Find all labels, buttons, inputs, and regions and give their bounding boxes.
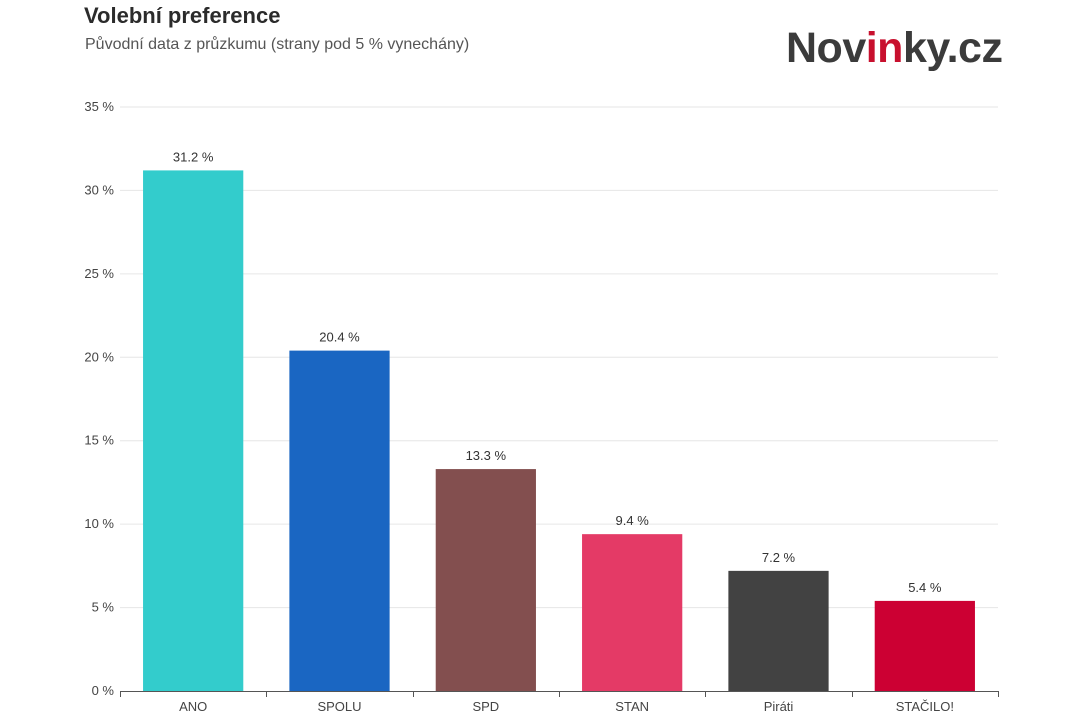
bar-data-label: 7.2 % bbox=[762, 550, 796, 565]
chart-title: Volební preference bbox=[84, 3, 281, 28]
y-tick-label: 30 % bbox=[84, 182, 114, 197]
bar-data-label: 9.4 % bbox=[616, 513, 650, 528]
brand-logo-text-accent: in bbox=[865, 24, 904, 72]
x-tick-label: STAČILO! bbox=[896, 699, 954, 714]
bar-stailo[interactable] bbox=[874, 600, 975, 691]
brand-logo-text-end: ky.cz bbox=[902, 24, 1003, 72]
bar-stan[interactable] bbox=[582, 534, 683, 691]
y-tick-label: 5 % bbox=[92, 600, 115, 615]
y-tick-label: 35 % bbox=[84, 99, 114, 114]
x-tick-label: ANO bbox=[179, 699, 207, 714]
y-tick-label: 25 % bbox=[84, 266, 114, 281]
bar-ano[interactable] bbox=[143, 170, 244, 692]
bar-data-label: 13.3 % bbox=[466, 448, 507, 463]
bar-data-label: 5.4 % bbox=[908, 580, 942, 595]
brand-logo[interactable]: Novinky.cz bbox=[786, 24, 1003, 72]
bar-spd[interactable] bbox=[435, 469, 536, 691]
x-tick-label: SPOLU bbox=[317, 699, 361, 714]
y-tick-label: 15 % bbox=[84, 433, 114, 448]
bar-spolu[interactable] bbox=[289, 350, 390, 691]
y-tick-label: 0 % bbox=[92, 683, 115, 698]
y-tick-label: 10 % bbox=[84, 516, 114, 531]
x-tick-label: SPD bbox=[472, 699, 499, 714]
y-tick-label: 20 % bbox=[84, 349, 114, 364]
brand-logo-text-start: Nov bbox=[786, 24, 866, 72]
chart-subtitle: Původní data z průzkumu (strany pod 5 % … bbox=[85, 36, 470, 53]
x-tick-label: STAN bbox=[615, 699, 649, 714]
bar-data-label: 31.2 % bbox=[173, 149, 214, 164]
bar-pirti[interactable] bbox=[728, 570, 829, 691]
bar-data-label: 20.4 % bbox=[319, 330, 360, 345]
x-tick-label: Piráti bbox=[764, 699, 794, 714]
